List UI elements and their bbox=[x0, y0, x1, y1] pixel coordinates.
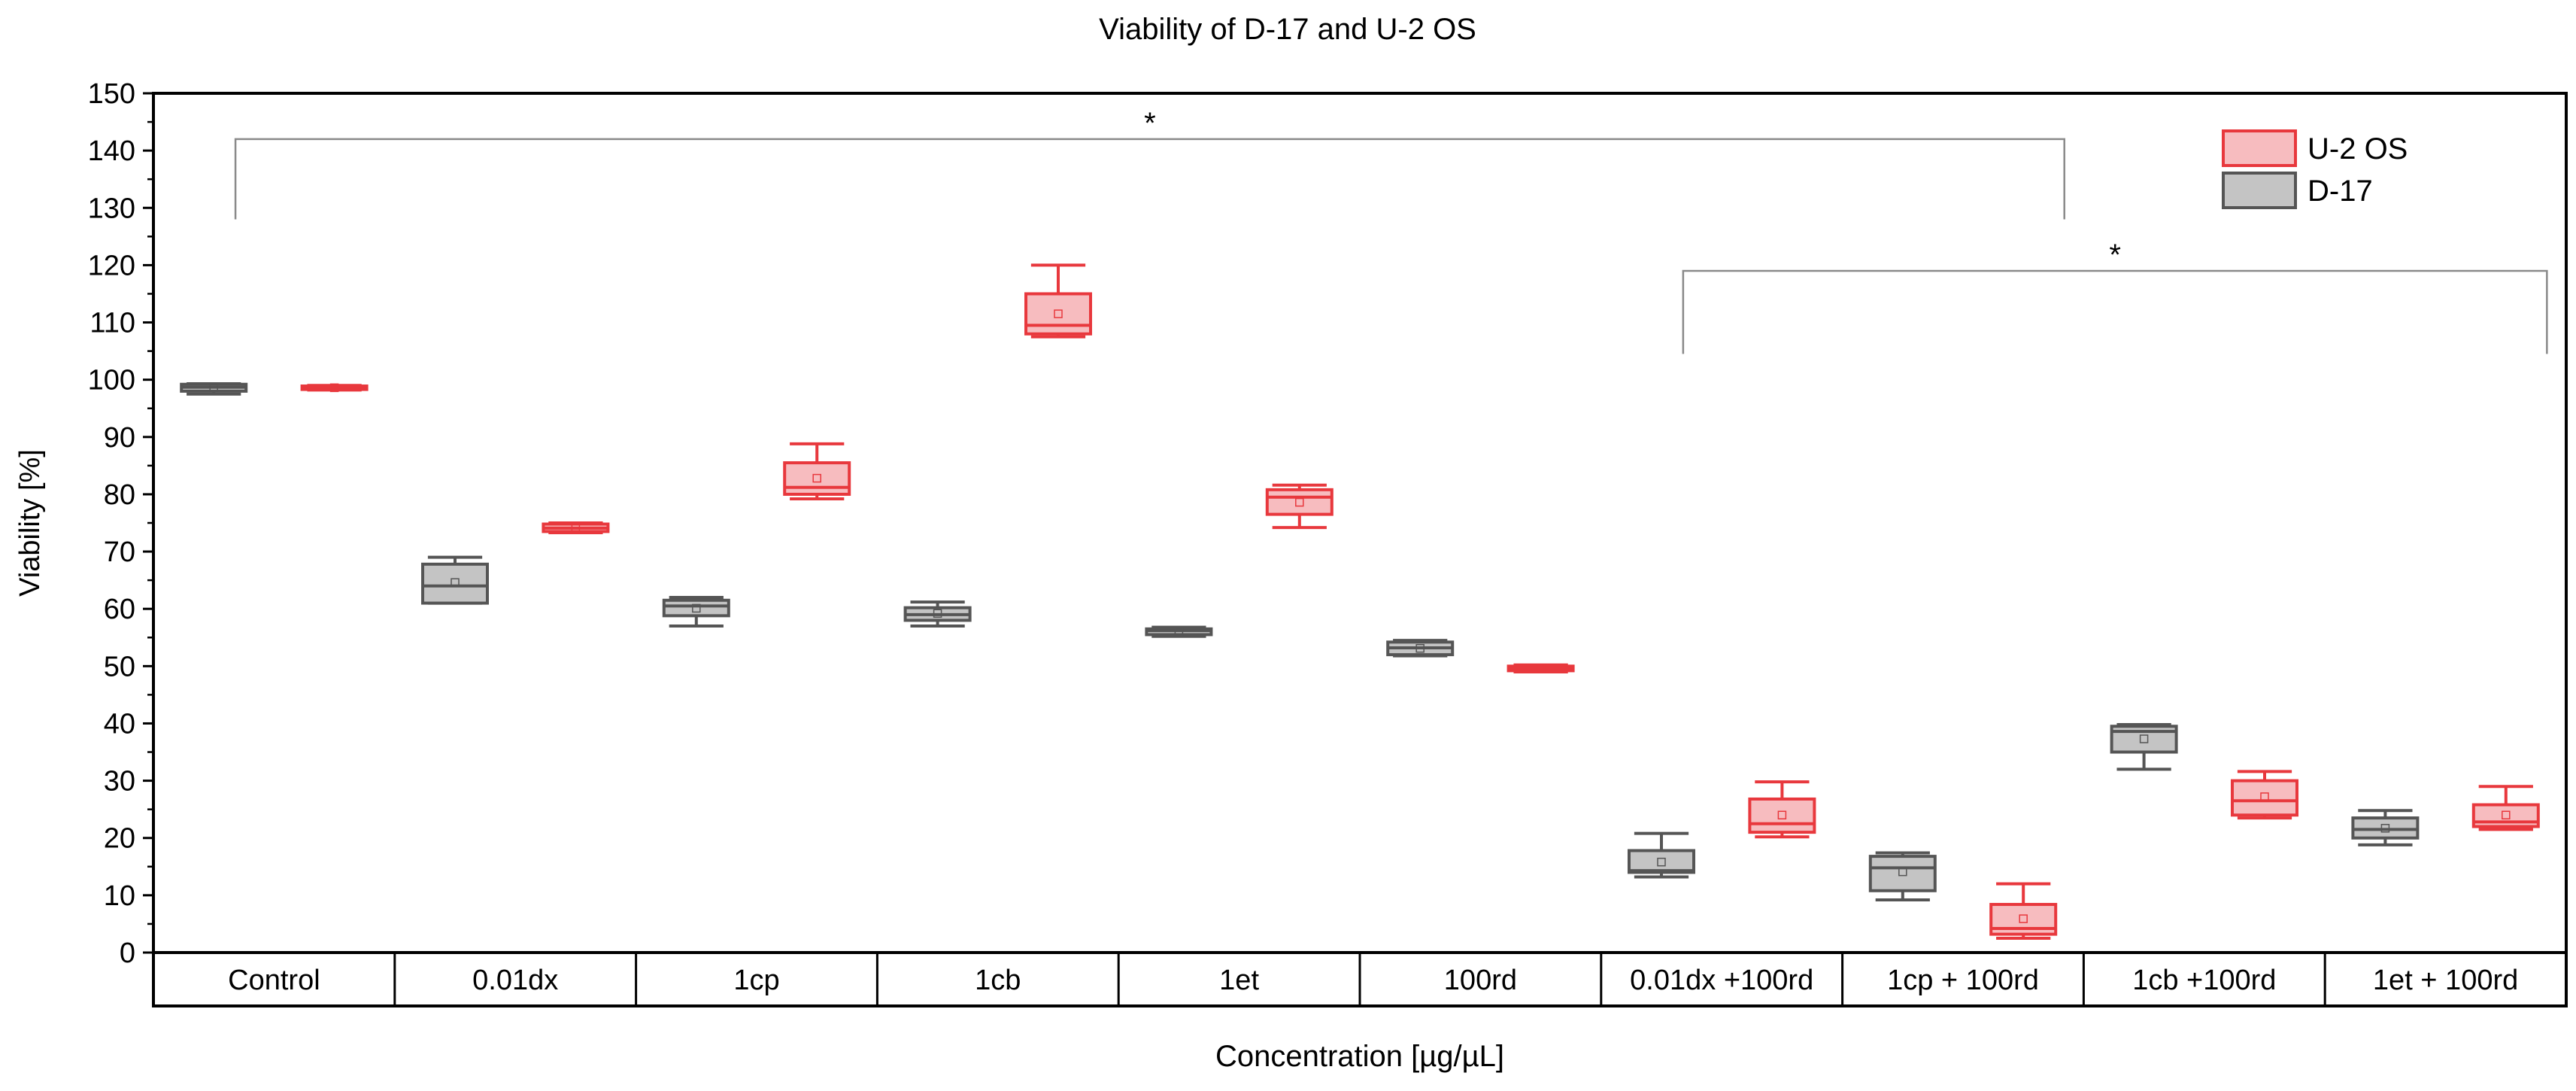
y-tick-label: 10 bbox=[104, 880, 135, 912]
legend-swatch bbox=[2222, 129, 2297, 167]
legend-swatch bbox=[2222, 172, 2297, 209]
mean-marker bbox=[2502, 810, 2511, 820]
plot-frame bbox=[152, 92, 2568, 954]
mean-marker bbox=[571, 524, 581, 533]
box-iqr bbox=[1628, 849, 1695, 874]
box-d-17 bbox=[1145, 625, 1213, 638]
y-tick-label: 80 bbox=[104, 479, 135, 511]
category-label: 1cb bbox=[975, 965, 1021, 996]
y-tick-label: 150 bbox=[88, 78, 135, 110]
mean-marker bbox=[2019, 914, 2028, 923]
mean-marker bbox=[1536, 664, 1546, 673]
y-tick-label: 110 bbox=[90, 308, 135, 339]
box-d-17 bbox=[1868, 851, 1937, 901]
box-u-2-os bbox=[1748, 780, 1816, 839]
box-u-2-os bbox=[1989, 882, 2058, 940]
category-label: 0.01dx +100rd bbox=[1630, 965, 1813, 996]
y-tick-label: 60 bbox=[104, 594, 135, 625]
box-u-2-os bbox=[1506, 663, 1575, 673]
significance-marker: * bbox=[1144, 107, 1156, 140]
y-tick-label: 40 bbox=[104, 708, 135, 740]
y-axis-label: Viability [%] bbox=[14, 449, 46, 597]
y-tick-label: 30 bbox=[104, 766, 135, 798]
box-u-2-os bbox=[2471, 785, 2540, 831]
box-d-17 bbox=[662, 595, 730, 628]
box-d-17 bbox=[2110, 722, 2178, 771]
box-u-2-os bbox=[542, 521, 610, 534]
mean-marker bbox=[1657, 857, 1666, 867]
category-label: 1cp + 100rd bbox=[1887, 965, 2039, 996]
legend: U-2 OS D-17 bbox=[2222, 129, 2408, 209]
mean-marker bbox=[812, 473, 821, 483]
x-axis-label: Concentration [µg/µL] bbox=[1215, 1040, 1504, 1073]
box-u-2-os bbox=[300, 383, 369, 393]
box-u-2-os bbox=[1265, 483, 1334, 530]
y-tick-label: 120 bbox=[88, 250, 135, 281]
box-iqr bbox=[2231, 779, 2298, 817]
y-tick-label: 70 bbox=[104, 536, 135, 568]
y-tick-label: 130 bbox=[88, 193, 135, 224]
significance-annotations: ** bbox=[234, 107, 2548, 354]
mean-marker bbox=[1295, 497, 1304, 507]
box-d-17 bbox=[180, 381, 248, 396]
mean-marker bbox=[2380, 824, 2390, 833]
mean-marker bbox=[451, 578, 460, 587]
legend-label: D-17 bbox=[2307, 175, 2373, 208]
mean-marker bbox=[2139, 734, 2149, 743]
y-tick-label: 100 bbox=[88, 365, 135, 397]
category-label: 0.01dx bbox=[472, 965, 558, 996]
significance-bracket bbox=[234, 138, 2065, 220]
box-iqr bbox=[421, 562, 489, 605]
category-label: 1et bbox=[1219, 965, 1259, 996]
box-u-2-os bbox=[1024, 263, 1092, 339]
y-tick-label: 90 bbox=[104, 422, 135, 454]
mean-marker bbox=[209, 383, 218, 393]
mean-marker bbox=[2260, 792, 2269, 801]
box-iqr bbox=[1024, 292, 1092, 336]
significance-bracket bbox=[1682, 269, 2548, 354]
boxes bbox=[180, 263, 2540, 940]
box-iqr bbox=[1265, 488, 1334, 516]
box-u-2-os bbox=[783, 442, 851, 501]
mean-marker bbox=[1415, 643, 1425, 653]
category-label: 100rd bbox=[1444, 965, 1517, 996]
y-tick-label: 50 bbox=[104, 651, 135, 682]
x-axis-categories: Control 0.01dx 1cp 1cb 1et 100rd 0.01dx +100rd… bbox=[152, 951, 2568, 1007]
mean-marker bbox=[1174, 627, 1184, 637]
category-label: 1cb +100rd bbox=[2132, 965, 2276, 996]
category-label: Control bbox=[228, 965, 320, 996]
significance-marker: * bbox=[2109, 239, 2121, 272]
chart-title: Viability of D-17 and U-2 OS bbox=[1099, 13, 1476, 46]
box-iqr bbox=[1868, 855, 1937, 892]
box-iqr bbox=[783, 461, 851, 496]
mean-marker bbox=[1777, 810, 1787, 820]
box-d-17 bbox=[903, 600, 972, 628]
mean-marker bbox=[1898, 867, 1907, 877]
y-tick-label: 0 bbox=[120, 938, 135, 969]
category-label: 1cp bbox=[733, 965, 779, 996]
box-u-2-os bbox=[2231, 770, 2298, 820]
box-d-17 bbox=[421, 555, 489, 605]
category-label: 1et + 100rd bbox=[2373, 965, 2518, 996]
mean-marker bbox=[933, 609, 942, 618]
y-tick-label: 20 bbox=[104, 823, 135, 855]
mean-marker bbox=[329, 383, 339, 393]
box-iqr bbox=[662, 598, 730, 618]
box-d-17 bbox=[1386, 639, 1455, 658]
box-d-17 bbox=[2351, 809, 2420, 846]
y-tick-label: 140 bbox=[88, 135, 135, 167]
box-iqr bbox=[1748, 797, 1816, 834]
mean-marker bbox=[1054, 309, 1063, 318]
y-axis: 0 10 20 30 40 50 60 70 80 90 100 110 120 130 140 150 bbox=[88, 78, 153, 969]
box-d-17 bbox=[1628, 831, 1695, 879]
mean-marker bbox=[692, 603, 701, 613]
legend-label: U-2 OS bbox=[2307, 132, 2408, 166]
